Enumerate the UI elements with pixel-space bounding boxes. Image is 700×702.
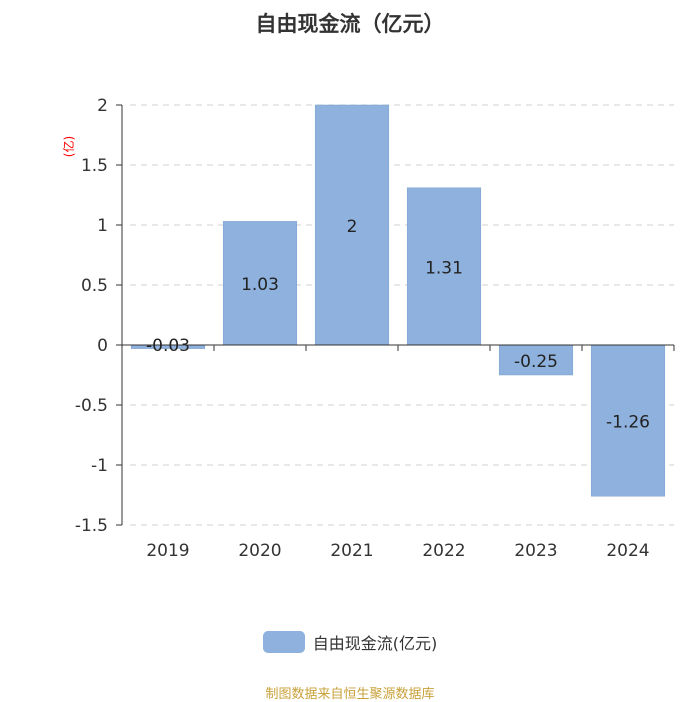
source-note: 制图数据来自恒生聚源数据库: [265, 687, 435, 702]
x-tick-label: 2020: [238, 541, 281, 561]
y-tick-label: 1.5: [81, 156, 108, 176]
x-tick-label: 2019: [146, 541, 189, 561]
y-tick-label: 0.5: [81, 276, 108, 296]
data-label-2020: 1.03: [241, 275, 279, 295]
y-tick-label: -1.5: [75, 516, 108, 536]
bar-2022: [406, 187, 482, 346]
x-tick-label: 2021: [330, 541, 373, 561]
y-tick-label: -1: [91, 456, 108, 476]
bar-2020: [222, 221, 298, 346]
data-label-2022: 1.31: [425, 258, 463, 278]
bar-2023: [498, 344, 574, 376]
data-label-2023: -0.25: [514, 352, 558, 372]
bar-2021: [314, 104, 390, 346]
chart-legend[interactable]: 自由现金流(亿元): [0, 630, 700, 654]
data-label-2019: -0.03: [146, 336, 190, 356]
legend-label: 自由现金流(亿元): [312, 634, 438, 653]
x-tick-label: 2023: [514, 541, 557, 561]
bar-2024: [590, 344, 666, 497]
y-tick-label: 2: [97, 96, 108, 116]
chart-title: 自由现金流（亿元）: [255, 12, 445, 36]
x-tick-label: 2024: [606, 541, 649, 561]
x-tick-label: 2022: [422, 541, 465, 561]
legend-swatch: [262, 631, 305, 653]
y-tick-label: -0.5: [75, 396, 108, 416]
data-label-2024: -1.26: [606, 413, 650, 433]
y-tick-label: 1: [97, 216, 108, 236]
data-label-2021: 2: [347, 217, 358, 237]
y-tick-label: 0: [97, 336, 108, 356]
